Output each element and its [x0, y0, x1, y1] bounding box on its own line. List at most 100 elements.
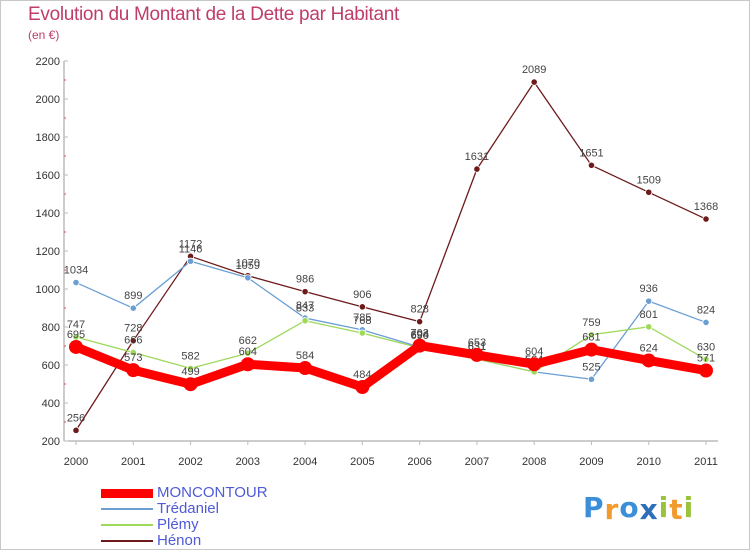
- legend-label: Hénon: [157, 532, 202, 549]
- data-point: [298, 361, 313, 376]
- data-point: [244, 274, 252, 282]
- data-label: 653: [468, 337, 486, 349]
- y-tick-label: 1200: [36, 246, 60, 258]
- data-point: [358, 303, 366, 311]
- series-line-hénon: [75, 81, 707, 432]
- data-label: 986: [296, 274, 314, 286]
- data-point: [412, 338, 427, 353]
- data-point: [641, 353, 656, 368]
- data-point: [186, 257, 195, 265]
- data-point: [301, 288, 309, 296]
- data-label: 801: [640, 309, 658, 321]
- x-tick-label: 2010: [636, 456, 660, 468]
- data-label: 1034: [64, 265, 88, 277]
- data-label: 694: [410, 329, 428, 341]
- data-label: 573: [124, 352, 142, 364]
- data-point: [645, 297, 653, 305]
- logo-letter: x: [639, 493, 659, 526]
- legend-item: Hénon: [101, 533, 321, 549]
- y-tick-label: 1400: [36, 208, 60, 220]
- data-label: 1172: [179, 238, 203, 250]
- legend-label: Plémy: [157, 516, 199, 533]
- data-point: [244, 349, 252, 357]
- legend-swatch: [101, 524, 153, 526]
- x-tick-label: 2003: [236, 456, 260, 468]
- y-tick-label: 1600: [36, 170, 60, 182]
- data-label: 2089: [522, 64, 546, 76]
- data-label: 571: [697, 353, 715, 365]
- data-label: 256: [67, 412, 85, 424]
- x-tick-label: 2002: [178, 456, 202, 468]
- data-point: [584, 342, 599, 357]
- data-label: 582: [181, 350, 199, 362]
- legend-label: MONCONTOUR: [157, 484, 268, 501]
- x-tick-label: 2008: [522, 456, 546, 468]
- data-label: 728: [124, 323, 142, 335]
- data-point: [301, 317, 309, 325]
- legend-swatch: [101, 488, 153, 498]
- data-label: 828: [410, 304, 428, 316]
- x-tick-label: 2000: [64, 456, 88, 468]
- data-point: [129, 337, 137, 345]
- data-label: 1146: [179, 243, 203, 255]
- data-point: [358, 329, 366, 337]
- data-point: [355, 380, 370, 395]
- logo-letter: i: [658, 491, 670, 524]
- data-label: 747: [67, 319, 85, 331]
- data-label: 484: [353, 369, 371, 381]
- y-tick-label: 1000: [36, 284, 60, 296]
- data-label: 499: [181, 366, 199, 378]
- legend-item: MONCONTOUR: [101, 485, 321, 501]
- data-label: 695: [67, 329, 85, 341]
- data-label: 666: [124, 334, 142, 346]
- data-point: [416, 318, 424, 326]
- data-label: 1651: [579, 147, 603, 159]
- x-tick-label: 2007: [465, 456, 489, 468]
- legend-item: Plémy: [101, 517, 321, 533]
- line-chart-plot: 200 400 600 800 1000 1200 1400 1600 1800 2000 2200…: [36, 56, 719, 468]
- data-label: 525: [582, 361, 600, 373]
- y-tick-label: 400: [42, 398, 60, 410]
- data-label: 1070: [236, 258, 260, 270]
- data-point: [587, 375, 596, 383]
- y-tick-label: 1800: [36, 132, 60, 144]
- chart-subtitle: (en €): [28, 28, 60, 42]
- y-tick-label: 2000: [36, 94, 60, 106]
- series-line-trédaniel: [75, 260, 707, 380]
- data-point: [469, 347, 484, 362]
- data-label: 662: [239, 335, 257, 347]
- data-point: [72, 426, 80, 434]
- data-point: [699, 363, 713, 378]
- data-label: 702: [410, 328, 428, 340]
- logo-letter: t: [669, 493, 684, 526]
- data-label: 833: [296, 303, 314, 315]
- x-tick-label: 2004: [293, 456, 317, 468]
- data-point: [129, 304, 137, 312]
- x-tick-label: 2001: [121, 456, 145, 468]
- data-point: [473, 165, 481, 173]
- data-label: 785: [353, 312, 371, 324]
- data-point: [645, 188, 653, 196]
- legend-swatch: [101, 540, 153, 542]
- logo-letter: o: [619, 491, 640, 524]
- logo-letter: i: [683, 491, 695, 524]
- data-point: [72, 278, 80, 287]
- data-label: 1509: [636, 174, 660, 186]
- data-point: [645, 323, 653, 331]
- data-label: 681: [582, 332, 600, 344]
- data-point: [186, 364, 195, 373]
- data-label: 824: [697, 304, 715, 316]
- data-label: 768: [353, 315, 371, 327]
- y-tick-label: 600: [42, 360, 60, 372]
- x-tick-label: 2006: [407, 456, 431, 468]
- data-point: [530, 78, 538, 86]
- series-line-moncontour: [71, 341, 711, 392]
- y-tick-label: 800: [42, 322, 60, 334]
- data-point: [587, 161, 596, 169]
- logo-letter: P: [583, 491, 605, 524]
- data-label: 690: [410, 330, 428, 342]
- data-label: 624: [640, 342, 658, 354]
- data-label: 936: [640, 283, 658, 295]
- x-tick-label: 2005: [350, 456, 374, 468]
